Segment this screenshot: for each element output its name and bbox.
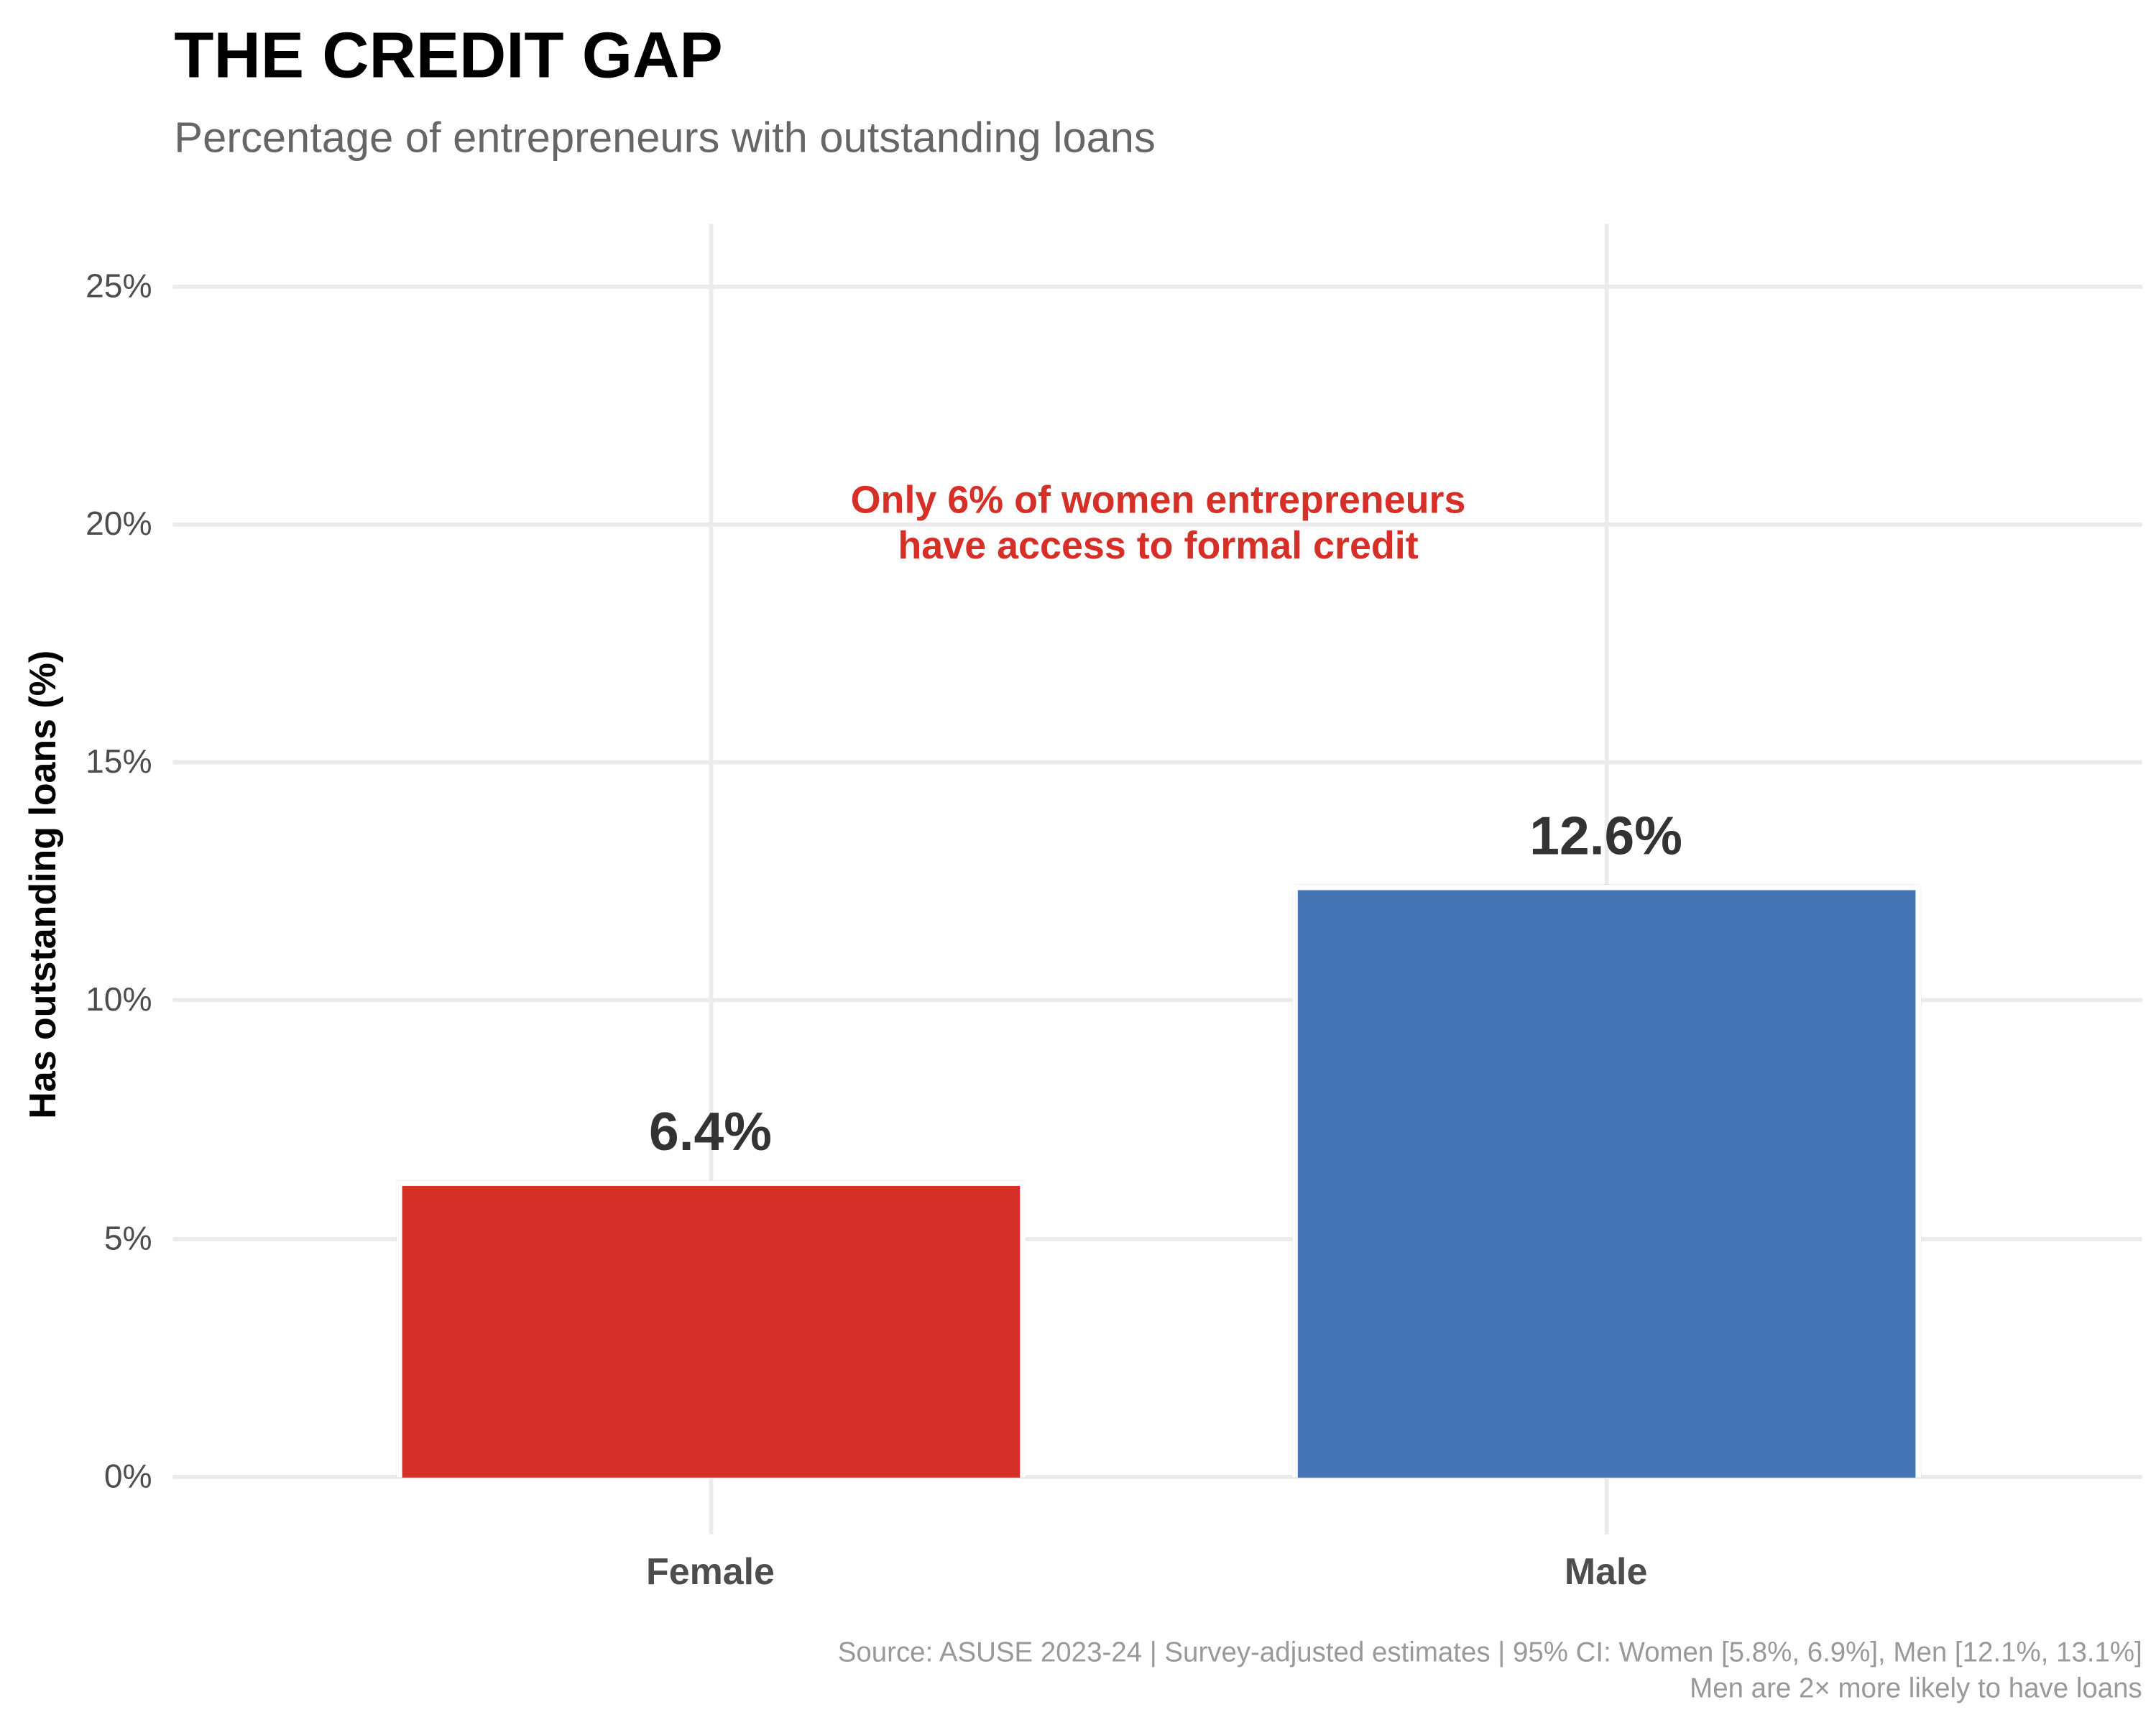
- ytick-label: 20%: [86, 505, 152, 543]
- chart-caption: Source: ASUSE 2023-24 | Survey-adjusted …: [838, 1635, 2142, 1707]
- chart-subtitle: Percentage of entrepreneurs with outstan…: [174, 113, 1156, 162]
- gridline-x-female: [709, 224, 714, 1535]
- ytick-label: 0%: [103, 1458, 152, 1496]
- bar-value-label-female: 6.4%: [648, 1103, 772, 1163]
- bar-female: [396, 1179, 1026, 1478]
- ytick-label: 5%: [103, 1220, 152, 1259]
- chart-title: THE CREDIT GAP: [174, 18, 723, 91]
- ytick-label: 25%: [86, 268, 152, 306]
- y-axis-title: Has outstanding loans (%): [22, 650, 64, 1119]
- gridline-20: [172, 522, 2142, 527]
- caption-note: Men are 2× more likely to have loans: [1690, 1673, 2142, 1705]
- annotation-line-2: have access to formal credit: [898, 523, 1419, 567]
- ytick-label: 10%: [86, 981, 152, 1019]
- xtick-label-female: Female: [645, 1550, 775, 1593]
- gridline-10: [172, 998, 2142, 1003]
- bar-male: [1292, 885, 1922, 1478]
- gridline-5: [172, 1237, 2142, 1241]
- bar-value-label-male: 12.6%: [1529, 807, 1682, 867]
- gridline-x-male: [1604, 224, 1609, 1535]
- ytick-label: 15%: [86, 743, 152, 781]
- gridline-15: [172, 760, 2142, 765]
- xtick-label-male: Male: [1564, 1550, 1648, 1593]
- gridline-0: [172, 1474, 2142, 1479]
- annotation-text: Only 6% of women entrepreneurs have acce…: [851, 477, 1466, 568]
- gridline-25: [172, 285, 2142, 289]
- annotation-line-1: Only 6% of women entrepreneurs: [850, 478, 1466, 522]
- caption-source: Source: ASUSE 2023-24 | Survey-adjusted …: [837, 1637, 2142, 1669]
